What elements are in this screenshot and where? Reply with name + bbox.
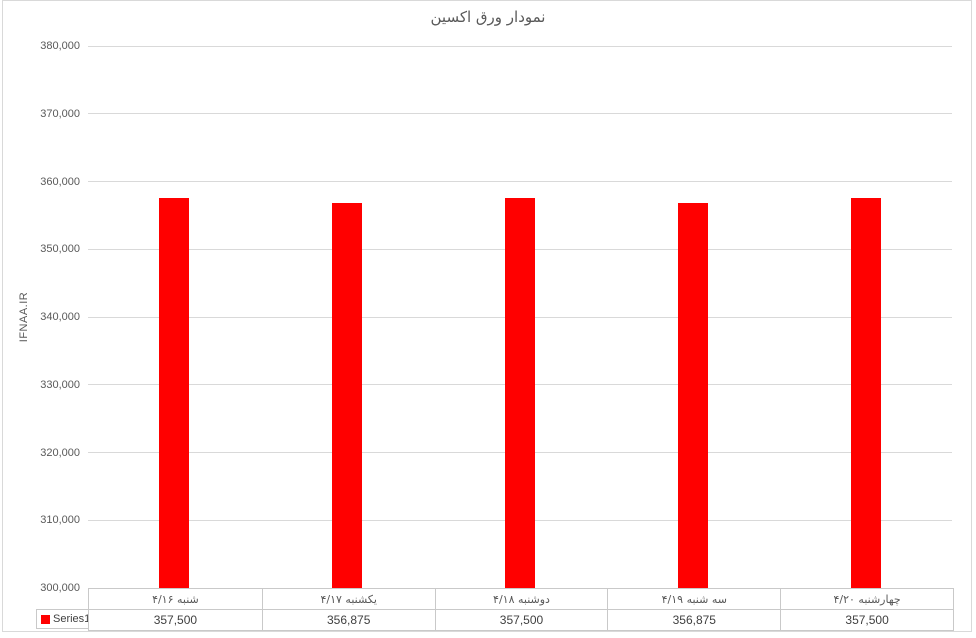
- bar-series1-4: [850, 198, 881, 588]
- value-cell-1: 356,875: [261, 610, 435, 630]
- horizontal-gridline: [88, 45, 952, 47]
- chart-title: نمودار ورق اکسین: [430, 8, 546, 26]
- y-tick-label: 310,000: [40, 514, 80, 527]
- series1-legend-swatch-icon: [41, 614, 50, 624]
- y-tick-label: 300,000: [40, 582, 80, 594]
- y-tick-label: 340,000: [40, 311, 80, 323]
- bar-series1-3: [677, 202, 708, 588]
- horizontal-gridline: [88, 181, 952, 182]
- category-cell-0: شنبه ۴/۱۶: [89, 589, 262, 610]
- legend-key-cell: Series1: [36, 609, 91, 629]
- category-cell-4: چهارشنبه ۴/۲۰: [780, 589, 953, 610]
- horizontal-gridline: [88, 113, 952, 115]
- value-cell-2: 357,500: [434, 610, 608, 630]
- category-cell-1: یکشنبه ۴/۱۷: [261, 589, 435, 610]
- y-tick-label: 330,000: [40, 378, 80, 391]
- bar-series1-1: [332, 202, 363, 588]
- y-tick-label: 360,000: [40, 175, 80, 188]
- y-tick-label: 320,000: [40, 446, 80, 459]
- bar-series1-2: [505, 198, 535, 588]
- y-tick-label: 370,000: [40, 107, 80, 120]
- category-cell-3: سه شنبه ۴/۱۹: [607, 589, 781, 610]
- y-tick-label: 350,000: [40, 243, 80, 256]
- y-tick-label: 380,000: [40, 40, 80, 52]
- data-table-grid: شنبه ۴/۱۶ یکشنبه ۴/۱۷ دوشنبه ۴/۱۸ سه شنبه ۴…: [89, 589, 953, 630]
- value-cell-0: 357,500: [89, 610, 262, 630]
- category-cell-2: دوشنبه ۴/۱۸: [434, 589, 608, 610]
- value-cell-3: 356,875: [607, 610, 781, 630]
- value-cell-4: 357,500: [780, 610, 953, 630]
- data-table: شنبه ۴/۱۶ یکشنبه ۴/۱۷ دوشنبه ۴/۱۸ سه شنبه ۴…: [88, 588, 954, 631]
- series1-legend-label: Series1: [53, 612, 91, 625]
- bar-series1-0: [159, 198, 190, 588]
